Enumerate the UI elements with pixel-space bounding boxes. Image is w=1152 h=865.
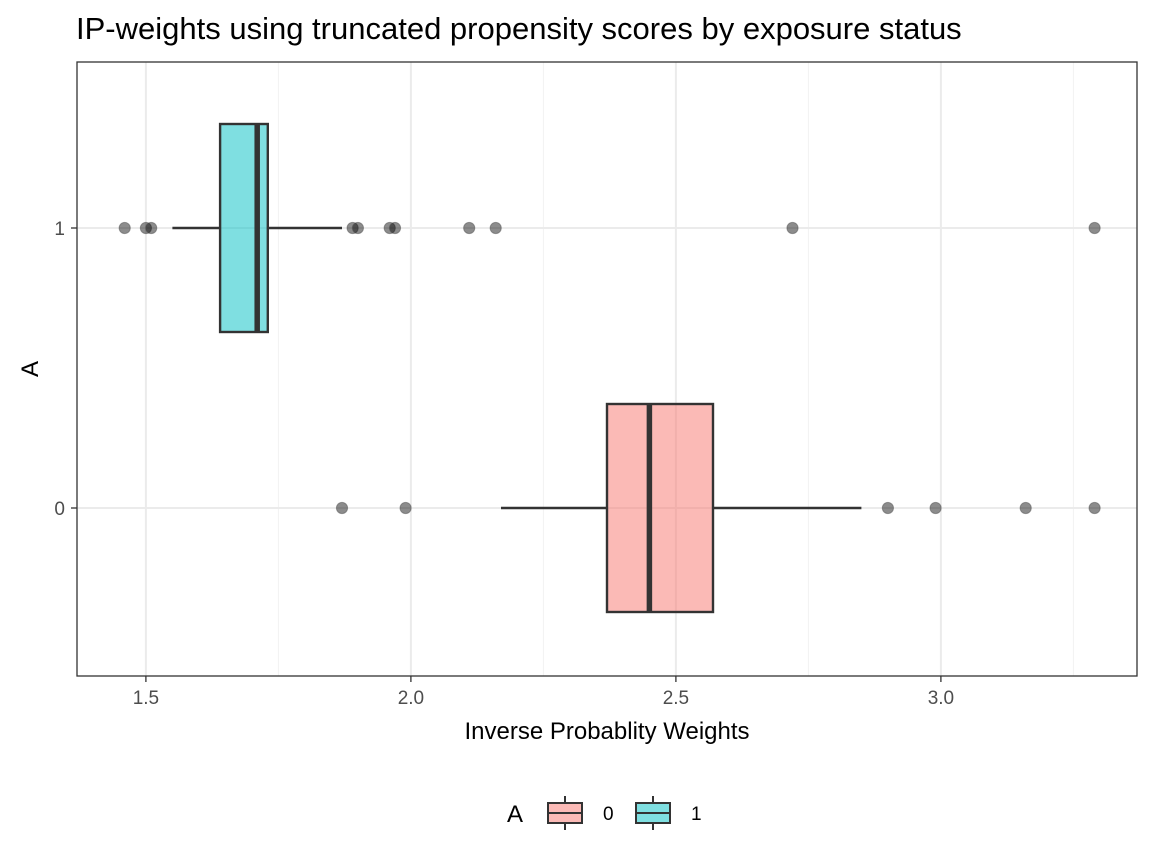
outlier-point [1019, 501, 1032, 515]
legend-label: 0 [603, 804, 614, 825]
outlier-point [335, 501, 349, 515]
outlier-point [1088, 221, 1101, 235]
outlier-point [399, 501, 412, 515]
x-tick-label: 3.0 [928, 688, 954, 709]
y-axis-title: A [17, 361, 44, 377]
outlier-point [881, 501, 895, 515]
y-tick-label: 1 [54, 219, 65, 240]
y-tick-label: 0 [54, 499, 65, 520]
x-tick-label: 2.0 [398, 688, 424, 709]
legend-title: A [507, 801, 523, 828]
outlier-point [118, 221, 131, 235]
legend-label: 1 [691, 804, 702, 825]
outlier-point [463, 221, 476, 235]
outlier-point [145, 221, 158, 235]
legend: A 0 1 [507, 796, 702, 830]
y-axis: 01 [54, 219, 77, 520]
boxplots [118, 122, 1101, 614]
x-tick-label: 1.5 [133, 688, 159, 709]
x-tick-label: 2.5 [663, 688, 689, 709]
outlier-point [388, 221, 402, 235]
outlier-point [1088, 501, 1101, 515]
outlier-point [786, 221, 799, 235]
boxplot-group-1 [118, 122, 1101, 334]
box-0 [605, 402, 715, 614]
outlier-point [929, 501, 942, 515]
outlier-point [351, 221, 364, 235]
plot-panel-border [76, 61, 1138, 677]
boxplot-group-0 [335, 402, 1101, 614]
x-axis-title: Inverse Probablity Weights [464, 718, 749, 745]
x-axis: 1.5 2.0 2.5 3.0 [133, 676, 954, 709]
box-1 [218, 122, 270, 334]
outlier-point [489, 221, 502, 235]
chart-title: IP-weights using truncated propensity sc… [76, 11, 962, 46]
